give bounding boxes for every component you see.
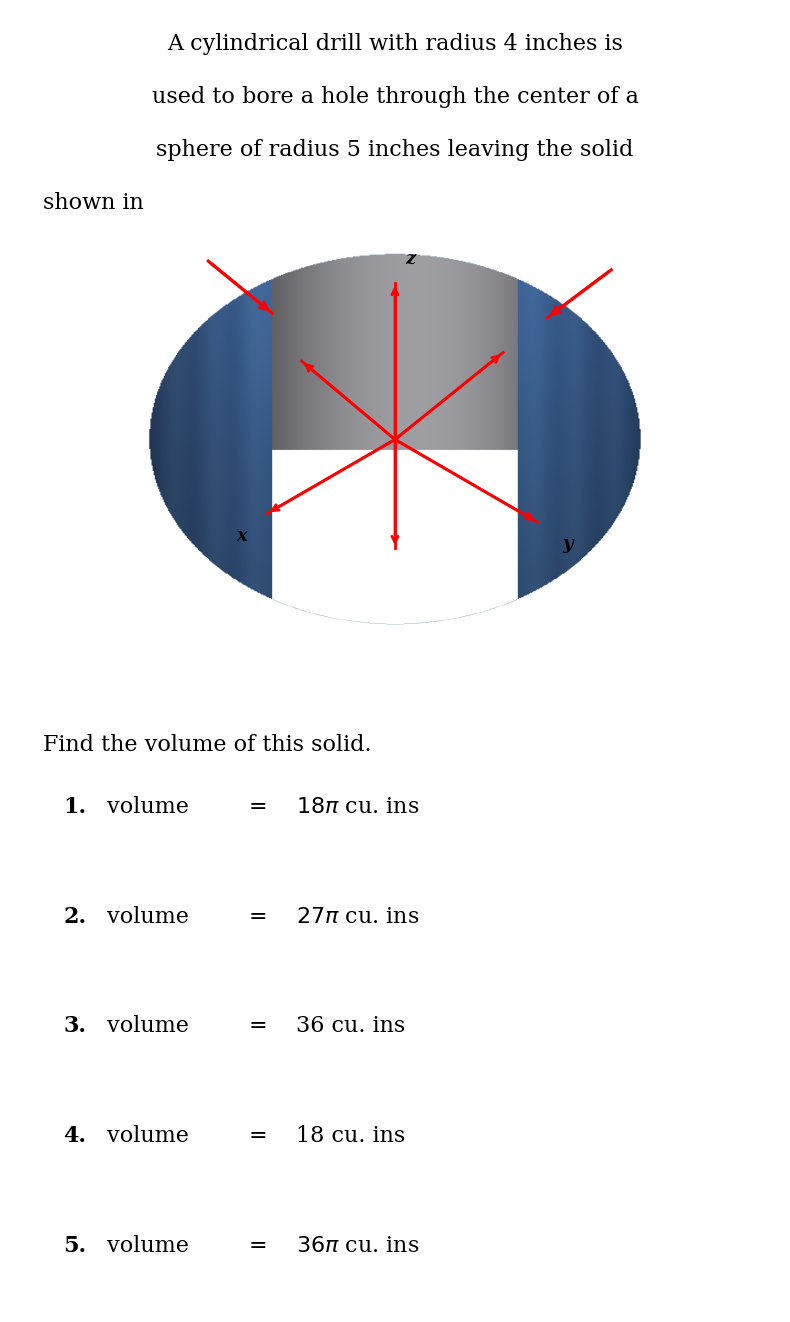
Text: =: = bbox=[249, 906, 268, 928]
Text: 4.: 4. bbox=[63, 1125, 86, 1147]
Text: z: z bbox=[404, 250, 415, 267]
Text: 3.: 3. bbox=[63, 1015, 86, 1038]
Text: $36\pi$ cu. ins: $36\pi$ cu. ins bbox=[296, 1235, 419, 1257]
Text: volume: volume bbox=[107, 796, 189, 818]
Text: 18 cu. ins: 18 cu. ins bbox=[296, 1125, 405, 1147]
Text: A cylindrical drill with radius 4 inches is: A cylindrical drill with radius 4 inches… bbox=[167, 33, 623, 56]
Text: shown in: shown in bbox=[43, 192, 145, 214]
Text: 36 cu. ins: 36 cu. ins bbox=[296, 1015, 405, 1038]
Text: =: = bbox=[249, 1015, 268, 1038]
Text: volume: volume bbox=[107, 1125, 189, 1147]
Text: 1.: 1. bbox=[63, 796, 86, 818]
Text: volume: volume bbox=[107, 906, 189, 928]
Text: =: = bbox=[249, 796, 268, 818]
Text: volume: volume bbox=[107, 1015, 189, 1038]
Text: $18\pi$ cu. ins: $18\pi$ cu. ins bbox=[296, 796, 419, 818]
Text: Find the volume of this solid.: Find the volume of this solid. bbox=[43, 734, 372, 756]
Text: 5.: 5. bbox=[63, 1235, 86, 1257]
Text: $27\pi$ cu. ins: $27\pi$ cu. ins bbox=[296, 906, 419, 928]
Text: volume: volume bbox=[107, 1235, 189, 1257]
Text: y: y bbox=[562, 535, 573, 553]
Text: =: = bbox=[249, 1125, 268, 1147]
Text: =: = bbox=[249, 1235, 268, 1257]
Text: used to bore a hole through the center of a: used to bore a hole through the center o… bbox=[152, 86, 638, 108]
Text: x: x bbox=[237, 526, 247, 545]
Text: 2.: 2. bbox=[63, 906, 86, 928]
Text: sphere of radius 5 inches leaving the solid: sphere of radius 5 inches leaving the so… bbox=[156, 139, 634, 161]
